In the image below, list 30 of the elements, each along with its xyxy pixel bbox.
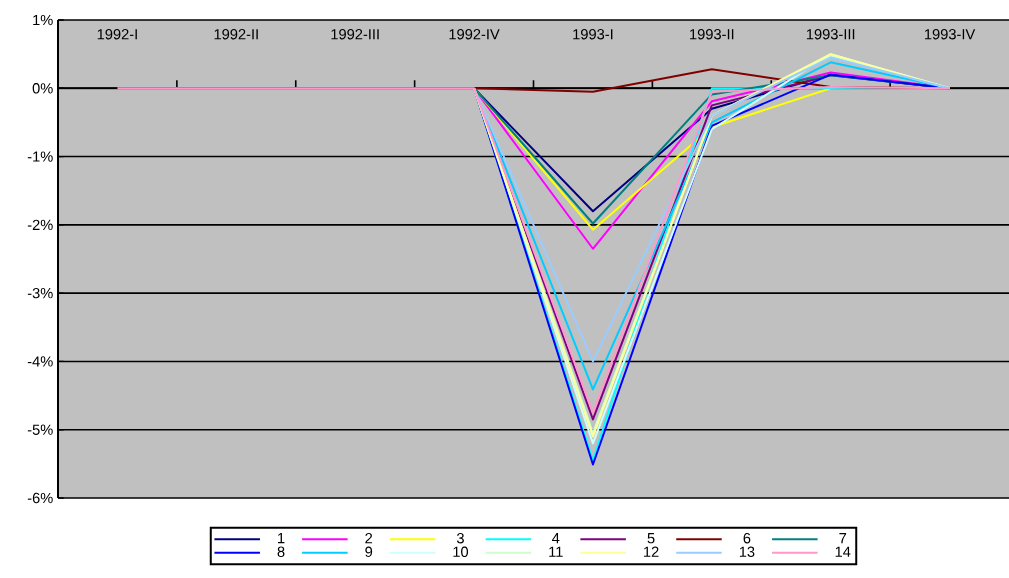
legend-label: 7 — [839, 533, 847, 544]
x-tick-label: 1993-III — [806, 29, 855, 40]
legend-label: 12 — [644, 546, 659, 557]
legend-label: 11 — [549, 546, 563, 557]
legend-label: 3 — [456, 533, 464, 544]
y-tick-label: 1% — [33, 14, 53, 26]
legend-label: 5 — [647, 533, 655, 544]
x-tick-label: 1993-II — [690, 29, 734, 40]
y-tick-label: -5% — [27, 424, 53, 435]
x-tick-label: 1992-I — [97, 29, 137, 40]
legend-label: 1 — [278, 533, 285, 544]
legend-label: 9 — [365, 546, 373, 557]
x-tick-label: 1993-I — [573, 29, 613, 40]
y-tick-label: -6% — [27, 492, 53, 504]
y-tick-label: -4% — [27, 356, 53, 367]
y-tick-label: -3% — [27, 287, 53, 299]
legend-label: 14 — [835, 546, 851, 557]
legend-label: 2 — [365, 533, 373, 544]
x-tick-label: 1993-IV — [924, 29, 976, 40]
y-tick-label: -1% — [27, 151, 53, 162]
y-tick-label: 0% — [32, 83, 53, 94]
legend-label: 4 — [552, 533, 560, 544]
x-tick-label: 1992-IV — [449, 29, 500, 40]
x-tick-label: 1992-III — [331, 29, 379, 40]
legend-label: 6 — [743, 533, 751, 544]
legend-label: 13 — [739, 546, 755, 557]
x-tick-label: 1992-II — [214, 29, 258, 40]
y-tick-label: -2% — [27, 219, 53, 231]
legend-label: 8 — [277, 546, 285, 557]
legend-label: 10 — [453, 546, 469, 557]
